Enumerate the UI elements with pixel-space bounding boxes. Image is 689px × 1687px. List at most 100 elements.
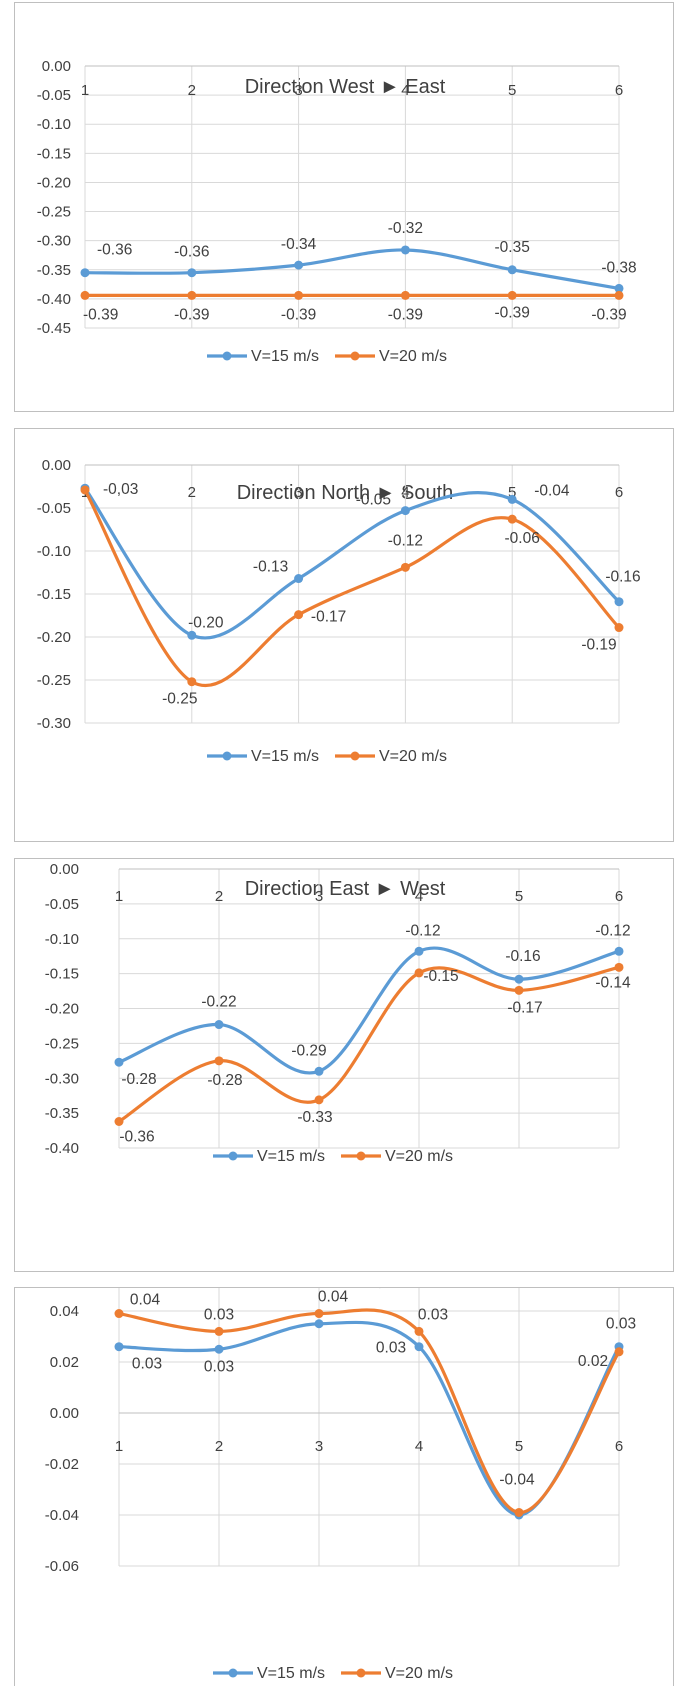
x-tick-label: 6 xyxy=(615,888,623,905)
x-tick-label: 2 xyxy=(215,1438,223,1455)
x-tick-label: 3 xyxy=(315,1438,323,1455)
data-label: 0.03 xyxy=(376,1340,406,1357)
data-point-v20 xyxy=(187,290,197,300)
data-point-v15 xyxy=(400,245,410,255)
chart-title: Direction North-East ►South-West xyxy=(190,1288,500,1293)
series-line-v20 xyxy=(117,965,621,1124)
data-point-v20 xyxy=(80,290,90,300)
legend-swatch-marker xyxy=(228,1668,238,1678)
data-point-v20 xyxy=(414,1326,424,1336)
series-line-v20 xyxy=(83,488,621,688)
data-label: -0.34 xyxy=(281,236,317,253)
data-label: 0.04 xyxy=(318,1289,349,1306)
data-label: -0.33 xyxy=(297,1109,332,1126)
legend: V=15 m/s V=20 m/s xyxy=(207,348,447,365)
data-point-v15 xyxy=(294,260,304,270)
y-tick-label: -0.10 xyxy=(45,931,79,948)
x-tick-label: 6 xyxy=(615,484,623,501)
data-label: -0.39 xyxy=(591,306,626,323)
data-point-v15 xyxy=(314,1319,324,1329)
data-point-v20 xyxy=(614,290,624,300)
y-tick-label: -0.15 xyxy=(37,586,71,603)
series-line-v20 xyxy=(117,1308,621,1515)
data-label: -0.04 xyxy=(534,482,570,499)
data-point-v15 xyxy=(507,494,517,504)
data-point-v20 xyxy=(507,290,517,300)
y-tick-label: -0.06 xyxy=(45,1558,79,1575)
data-label: -0.36 xyxy=(174,244,209,261)
x-tick-label: 6 xyxy=(615,1438,623,1455)
legend-label: V=15 m/s xyxy=(257,1148,325,1165)
y-tick-label: 0.00 xyxy=(42,457,71,474)
data-label: -0.12 xyxy=(388,532,423,549)
data-point-v15 xyxy=(187,268,197,278)
y-tick-label: -0.15 xyxy=(37,145,71,162)
legend-label: V=20 m/s xyxy=(379,348,447,365)
chart-title: Direction East ► West xyxy=(245,878,446,900)
data-label: 0.03 xyxy=(606,1316,636,1333)
legend-swatch-marker xyxy=(222,751,232,761)
data-label: 0.03 xyxy=(418,1306,448,1323)
legend-label: V=15 m/s xyxy=(251,748,319,765)
data-label: -0.38 xyxy=(601,259,636,276)
y-tick-label: -0.10 xyxy=(37,116,71,133)
data-label: -0.12 xyxy=(405,922,440,939)
x-tick-label: 5 xyxy=(515,1438,523,1455)
y-tick-label: -0.05 xyxy=(37,87,71,104)
data-point-v20 xyxy=(414,968,424,978)
data-point-v20 xyxy=(214,1056,224,1066)
x-tick-label: 3 xyxy=(315,888,323,905)
data-label: -0.19 xyxy=(581,637,616,654)
data-point-v20 xyxy=(294,610,304,620)
series-line-v15 xyxy=(117,946,621,1075)
y-tick-label: -0.04 xyxy=(45,1507,79,1524)
data-point-v15 xyxy=(507,265,517,275)
legend-swatch-marker xyxy=(350,751,360,761)
data-label: -0.39 xyxy=(281,306,316,323)
data-point-v20 xyxy=(514,985,524,995)
legend-swatch-marker xyxy=(222,351,232,361)
data-label: -0.14 xyxy=(595,974,631,991)
data-label: -0.28 xyxy=(207,1072,242,1089)
y-tick-label: -0.45 xyxy=(37,320,71,337)
y-tick-label: -0.20 xyxy=(37,174,71,191)
y-tick-label: -0.20 xyxy=(37,629,71,646)
y-tick-label: -0.20 xyxy=(45,1001,79,1018)
legend-label: V=20 m/s xyxy=(385,1665,453,1682)
series-line-v15 xyxy=(117,1320,621,1517)
y-tick-label: -0.05 xyxy=(37,500,71,517)
chart-panel-northeast-southwest: Direction North-East ►South-West0.060.04… xyxy=(14,1287,674,1686)
data-label: -0.05 xyxy=(356,492,391,509)
data-label: -0.17 xyxy=(311,609,346,626)
series-line-v15 xyxy=(83,486,621,640)
data-label: -0.28 xyxy=(121,1071,156,1088)
data-label: -0.06 xyxy=(505,530,540,547)
legend-swatch-marker xyxy=(356,1668,366,1678)
y-tick-label: -0.05 xyxy=(45,896,79,913)
data-point-v20 xyxy=(514,1507,524,1517)
x-tick-label: 6 xyxy=(615,82,623,99)
data-label: -0.04 xyxy=(499,1471,535,1488)
data-point-v20 xyxy=(294,290,304,300)
data-label: 0.03 xyxy=(132,1356,162,1373)
data-point-v20 xyxy=(400,290,410,300)
data-point-v15 xyxy=(214,1020,224,1030)
legend-swatch-marker xyxy=(356,1151,366,1161)
y-tick-label: 0.00 xyxy=(50,1405,79,1422)
data-label: -0.25 xyxy=(162,691,197,708)
legend: V=15 m/s V=20 m/s xyxy=(213,1148,453,1165)
data-point-v20 xyxy=(314,1095,324,1105)
legend-label: V=20 m/s xyxy=(385,1148,453,1165)
x-tick-label: 5 xyxy=(508,484,516,501)
data-point-v20 xyxy=(314,1309,324,1319)
data-point-v20 xyxy=(114,1116,124,1126)
x-tick-label: 4 xyxy=(401,484,409,501)
x-tick-label: 1 xyxy=(115,1438,123,1455)
data-point-v15 xyxy=(80,268,90,278)
data-point-v15 xyxy=(114,1057,124,1067)
data-label: -0.17 xyxy=(507,999,542,1016)
data-label: -0,03 xyxy=(103,481,138,498)
data-point-v20 xyxy=(614,623,624,633)
y-tick-label: -0.30 xyxy=(45,1070,79,1087)
data-point-v15 xyxy=(294,574,304,584)
